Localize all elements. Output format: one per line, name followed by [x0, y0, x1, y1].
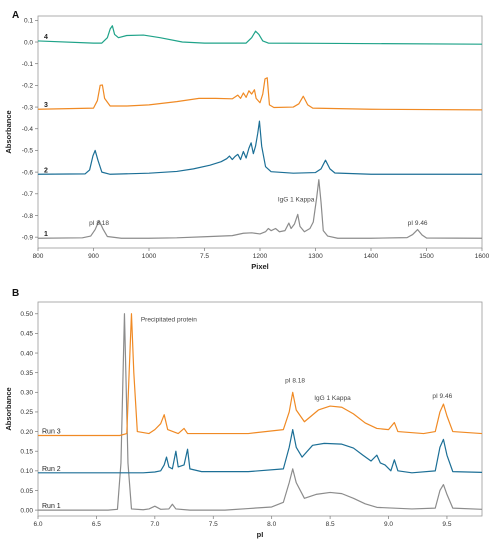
- panel-b-label: B: [12, 288, 19, 299]
- panel-b-y-tick-label: 0.15: [20, 449, 33, 456]
- panel-b-series-label: Run 2: [42, 466, 61, 473]
- panel-a-x-tick-label: 900: [88, 253, 99, 260]
- panel-a-x-tick-label: 1300: [308, 253, 323, 260]
- panel-b-annotation: Precipitated protein: [141, 317, 197, 324]
- panel-a-x-tick-label: 800: [33, 253, 44, 260]
- panel-b-x-tick-label: 8.0: [267, 521, 276, 528]
- panel-b-y-tick-label: 0.05: [20, 488, 33, 495]
- panel-a-label: A: [12, 10, 19, 21]
- panel-b-x-tick-label: 8.5: [326, 521, 335, 528]
- panel-a-x-tick-label: 7.5: [200, 253, 209, 260]
- panel-b-y-tick-label: 0.10: [20, 468, 33, 475]
- panel-a-y-tick-label: 0.1: [24, 18, 33, 25]
- panel-a-x-tick-label: 1200: [253, 253, 268, 260]
- panel-a-x-tick-label: 1500: [419, 253, 434, 260]
- panel-a-series-label: 3: [44, 102, 48, 109]
- panel-a-series-label: 4: [44, 34, 48, 41]
- panel-a-y-tick-label: -0.5: [22, 148, 34, 155]
- panel-b-x-tick-label: 7.5: [209, 521, 218, 528]
- panel-a-series-label: 2: [44, 167, 48, 174]
- panel-a-annotation: pI 8.18: [89, 220, 109, 227]
- panel-a-y-tick-label: -0.3: [22, 104, 34, 111]
- panel-b-x-tick-label: 7.0: [150, 521, 159, 528]
- panel-a-y-tick-label: -0.2: [22, 83, 34, 90]
- panel-b-y-axis-label: Absorbance: [4, 387, 13, 430]
- panel-b-x-axis-label: pI: [257, 530, 264, 539]
- panel-b-y-tick-label: 0.20: [20, 429, 33, 436]
- panel-b-annotation: pI 9.46: [432, 393, 452, 400]
- panel-a-x-tick-label: 1600: [475, 253, 490, 260]
- panel-b-series-line-run-2: [38, 429, 483, 474]
- panel-b-x-tick-label: 9.5: [442, 521, 451, 528]
- panel-a-y-tick-label: -0.7: [22, 191, 34, 198]
- panel-b-x-tick-label: 9.0: [384, 521, 393, 528]
- panel-a-series-label: 1: [44, 231, 48, 238]
- panel-b-x-tick-label: 6.5: [92, 521, 101, 528]
- panel-a-series-line-1: [37, 179, 483, 239]
- panel-b-annotation: pI 8.18: [285, 377, 305, 384]
- panel-a-annotation: pI 9.46: [408, 220, 428, 227]
- panel-a-y-tick-label: -0.6: [22, 169, 34, 176]
- panel-b-plot-frame: [37, 301, 483, 517]
- panel-a-series-line-2: [37, 120, 482, 175]
- panel-a-y-tick-label: -0.9: [22, 234, 34, 241]
- panel-b-y-tick-label: 0.50: [20, 311, 33, 318]
- panel-a-series-line-4: [37, 25, 483, 45]
- panel-b-y-tick-label: 0.35: [20, 370, 33, 377]
- panel-a-x-tick-label: 1000: [142, 253, 157, 260]
- panel-b-series-line-run-3: [38, 313, 483, 437]
- panel-b-annotation: IgG 1 Kappa: [314, 395, 351, 402]
- panel-b-y-tick-label: 0.25: [20, 409, 33, 416]
- panel-b-series-label: Run 3: [42, 429, 61, 436]
- panel-a-series-line-3: [37, 77, 483, 111]
- panel-b-y-tick-label: 0.40: [20, 350, 33, 357]
- panel-b-y-tick-label: 0.00: [20, 507, 33, 514]
- panel-a-x-tick-label: 1400: [364, 253, 379, 260]
- panel-b-series-label: Run 1: [42, 503, 61, 510]
- panel-b-series-line-run-1: [38, 313, 483, 511]
- panel-b-y-tick-label: 0.45: [20, 331, 33, 338]
- panel-a-x-axis-label: Pixel: [251, 262, 269, 271]
- panel-a-y-tick-label: -0.4: [22, 126, 34, 133]
- panel-b-y-tick-label: 0.30: [20, 390, 33, 397]
- panel-b-x-tick-label: 6.0: [33, 521, 42, 528]
- panel-a-y-tick-label: -0.8: [22, 213, 34, 220]
- panel-a-y-tick-label: 0.0: [24, 39, 33, 46]
- panel-a-y-tick-label: -0.1: [22, 61, 34, 68]
- panel-a-y-axis-label: Absorbance: [4, 110, 13, 153]
- panel-a-annotation: IgG 1 Kappa: [278, 196, 315, 203]
